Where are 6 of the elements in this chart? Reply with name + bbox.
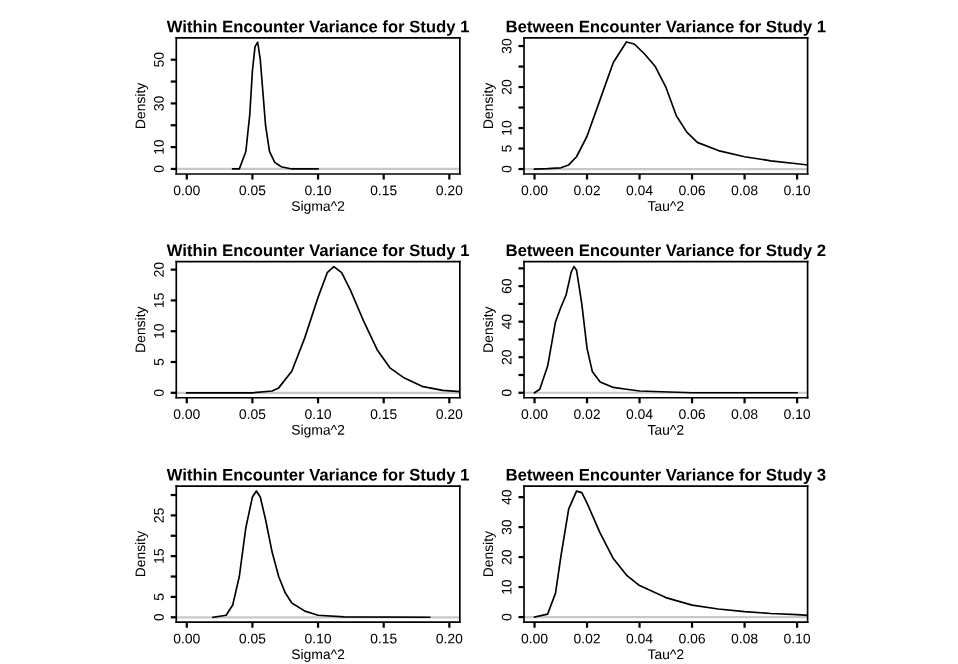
chart-title: Between Encounter Variance for Study 1 (506, 20, 826, 36)
chart-title: Within Encounter Variance for Study 1 (166, 20, 469, 36)
chart-title: Within Encounter Variance for Study 1 (166, 243, 469, 260)
chart-title: Within Encounter Variance for Study 1 (166, 468, 469, 484)
chart-title: Between Encounter Variance for Study 3 (506, 468, 826, 484)
chart-title: Between Encounter Variance for Study 2 (506, 243, 826, 260)
